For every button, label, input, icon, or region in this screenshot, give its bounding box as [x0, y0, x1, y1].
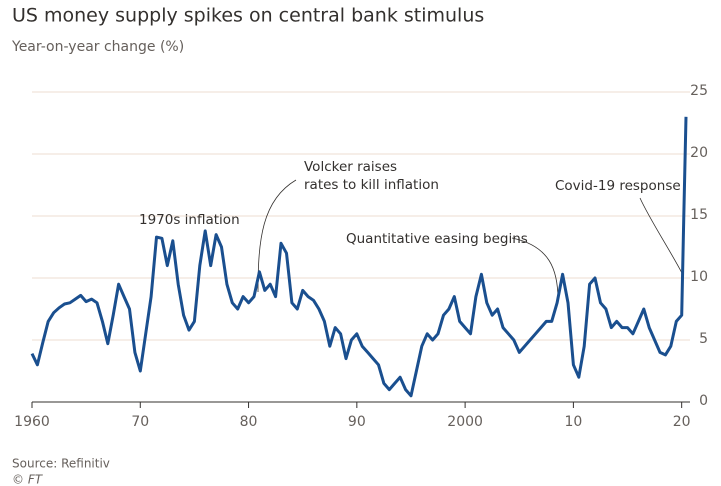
annotation: rates to kill inflation [304, 177, 439, 193]
leader-line [511, 237, 559, 301]
leader-line [639, 197, 684, 276]
chart-subtitle: Year-on-year change (%) [11, 39, 184, 55]
y-tick-label: 25 [690, 83, 708, 99]
x-tick-label: 2000 [447, 414, 483, 430]
y-tick-label: 5 [699, 331, 708, 347]
annotation: Covid-19 response [555, 178, 681, 194]
y-tick-label: 20 [690, 145, 708, 161]
x-tick-label: 70 [131, 414, 149, 430]
x-tick-label: 10 [564, 414, 582, 430]
y-tick-label: 10 [690, 269, 708, 285]
x-tick-label: 90 [348, 414, 366, 430]
y-tick-label: 15 [690, 207, 708, 223]
annotation: Quantitative easing begins [346, 231, 528, 247]
line [30, 116, 688, 398]
credit: © FT [12, 473, 44, 486]
x-tick-label: 20 [673, 414, 691, 430]
annotation: 1970s inflation [139, 212, 240, 228]
annotation: Volcker raises [304, 159, 397, 175]
x-tick-label: 1960 [14, 414, 50, 430]
chart-title: US money supply spikes on central bank s… [12, 5, 484, 27]
y-tick-label: 0 [699, 393, 708, 409]
x-tick-label: 80 [240, 414, 258, 430]
source: Source: Refinitiv [12, 457, 110, 471]
